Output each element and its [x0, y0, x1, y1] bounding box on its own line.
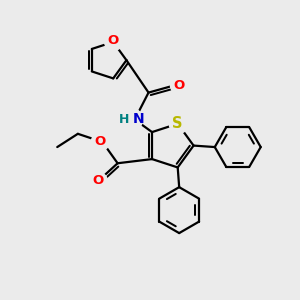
Text: O: O — [174, 79, 185, 92]
Text: O: O — [108, 34, 119, 47]
Text: O: O — [93, 174, 104, 188]
Text: S: S — [172, 116, 183, 131]
Text: N: N — [133, 112, 145, 126]
Text: H: H — [119, 112, 129, 126]
Text: O: O — [94, 135, 106, 148]
